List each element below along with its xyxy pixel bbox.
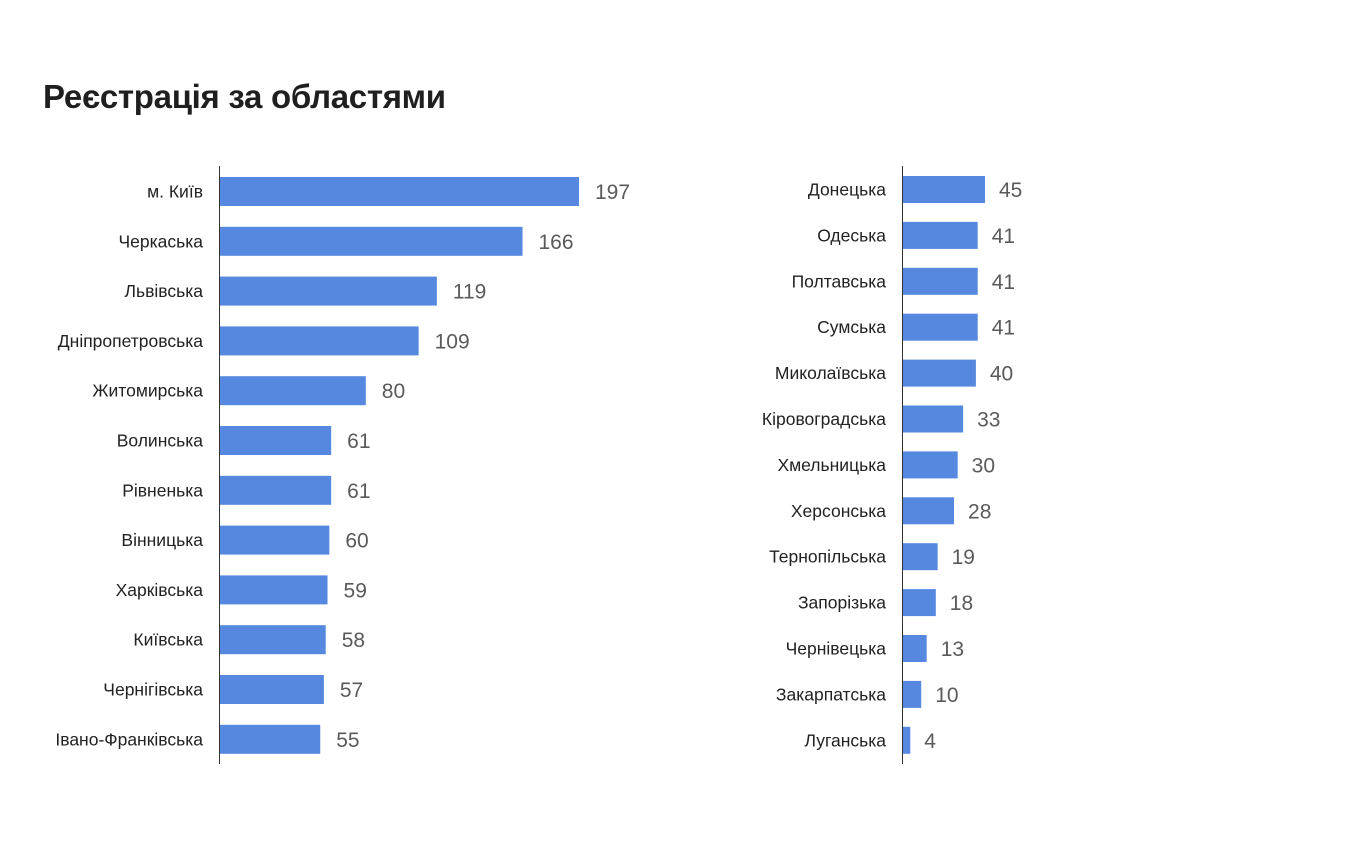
bar [903,451,958,479]
bar [220,376,366,406]
bar [903,176,985,203]
category-label: Тернопільська [769,547,886,567]
bar [220,475,332,505]
bar [903,589,936,617]
bar [903,726,911,754]
data-label: 19 [952,546,975,569]
data-label: 80 [382,380,405,403]
category-label: Кіровоградська [762,409,886,429]
data-label: 33 [977,409,1000,432]
category-label: Полтавська [792,271,887,291]
chart-left-category-labels: м. Київ Черкаська Львівська Дніпропетровськ… [55,182,203,750]
data-label: 55 [336,729,359,752]
category-label: Київська [133,630,203,650]
category-label: Вінницька [121,530,203,550]
bar [903,680,922,708]
data-label: 61 [347,430,370,453]
category-label: Харківська [116,580,204,600]
category-label: м. Київ [147,182,203,202]
data-label: 61 [347,480,370,503]
bar [220,575,328,605]
bar [220,525,330,555]
bar [220,625,326,655]
bar [903,543,938,571]
category-label: Миколаївська [775,363,886,383]
category-label: Житомирська [92,381,203,401]
bar [220,724,321,754]
category-label: Запорізька [798,593,886,613]
category-label: Чернігівська [103,680,203,700]
data-label: 58 [342,629,365,652]
data-label: 41 [992,317,1015,340]
data-label: 41 [992,225,1015,248]
category-label: Івано-Франківська [55,729,203,749]
bar [220,675,324,704]
data-label: 166 [539,231,574,254]
category-label: Чернівецька [786,639,887,659]
bar [220,276,437,306]
data-label: 59 [344,579,367,602]
category-label: Донецька [808,180,886,200]
data-label: 30 [972,454,995,477]
data-label: 197 [595,181,630,204]
category-label: Херсонська [791,501,886,521]
bar [903,359,976,387]
chart-left-bars [220,177,579,754]
category-label: Хмельницька [777,455,886,475]
data-label: 57 [340,679,363,702]
page-title: Реєстрація за областями [43,78,446,115]
chart-right-category-labels: Донецька Одеська Полтавська Сумська Миколаїв… [762,180,886,751]
bar [903,267,978,295]
category-label: Одеська [817,225,886,245]
category-label: Дніпропетровська [58,331,203,351]
data-label: 45 [999,179,1022,202]
data-label: 109 [435,330,470,353]
data-label: 18 [950,592,973,615]
bar [220,226,523,256]
bar [903,313,978,341]
data-label: 28 [968,500,991,523]
chart-right-bars [903,176,985,754]
bar [903,635,927,662]
category-label: Сумська [817,317,886,337]
category-label: Рівненька [122,480,203,500]
data-label: 13 [941,638,964,661]
data-label: 41 [992,271,1015,294]
category-label: Луганська [805,730,887,750]
category-label: Закарпатська [776,684,886,704]
chart-left-value-labels: 197 166 119 109 80 61 61 60 59 58 57 55 [336,181,630,752]
chart-right-value-labels: 45 41 41 41 40 33 30 28 19 18 13 10 4 [924,179,1022,753]
bar [220,177,579,206]
category-label: Черкаська [118,231,203,251]
bar [220,326,419,356]
data-label: 10 [935,684,958,707]
category-label: Волинська [117,431,204,451]
data-label: 40 [990,363,1013,386]
data-label: 4 [924,730,936,753]
category-label: Львівська [124,281,203,301]
bar [903,497,955,525]
bar [903,405,964,433]
data-label: 119 [453,281,486,304]
bar [220,426,332,455]
data-label: 60 [345,530,368,553]
bar [903,221,978,249]
